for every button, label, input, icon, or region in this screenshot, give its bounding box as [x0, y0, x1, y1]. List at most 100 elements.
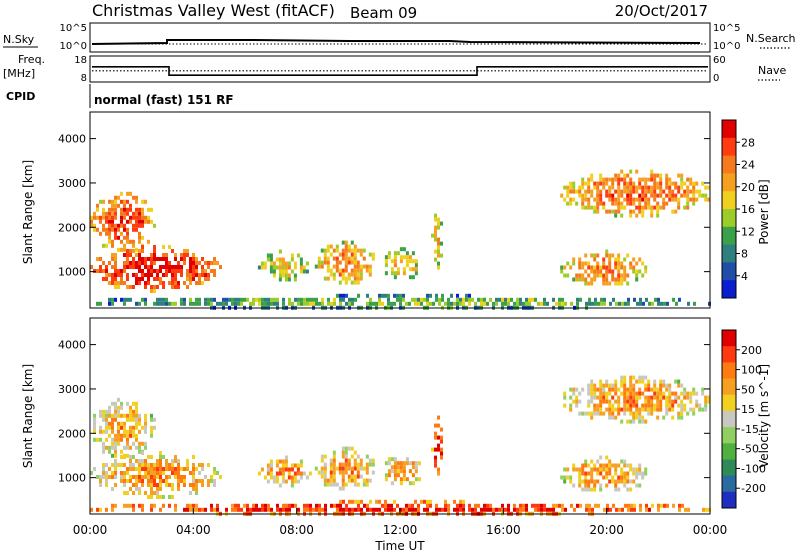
power-cell [447, 301, 450, 306]
velocity-cell [332, 474, 336, 479]
velocity-cell [411, 473, 415, 478]
velocity-cell [123, 429, 126, 434]
power-cell [689, 177, 693, 182]
velocity-cell [393, 469, 397, 474]
velocity-cell [129, 455, 132, 459]
velocity-cell [141, 507, 144, 512]
power-cell [162, 301, 165, 306]
power-cell [393, 259, 397, 264]
power-cell [132, 261, 135, 265]
velocity-cell [120, 479, 123, 483]
velocity-cell [581, 411, 585, 416]
velocity-cell [189, 471, 192, 475]
velocity-cell [341, 450, 345, 455]
power-cell [611, 277, 615, 282]
power-cell [138, 219, 141, 224]
power-cell [335, 244, 339, 249]
velocity-cell [638, 407, 642, 412]
velocity-cell [402, 465, 406, 470]
power-cell [686, 177, 690, 182]
velocity-cell [323, 466, 327, 471]
velocity-cell [695, 391, 699, 396]
power-cell [147, 257, 150, 261]
power-cell [344, 260, 348, 265]
power-cell [123, 297, 126, 302]
velocity-cell [174, 467, 177, 471]
velocity-cell [620, 475, 624, 480]
velocity-cell [144, 463, 147, 467]
power-cell [396, 251, 400, 256]
velocity-cell [246, 507, 249, 512]
velocity-cell [587, 403, 591, 408]
power-cell [659, 193, 663, 198]
power-cell [555, 301, 558, 306]
velocity-cell [129, 429, 132, 434]
velocity-cell [606, 503, 609, 508]
velocity-cell [468, 507, 471, 512]
power-cell [362, 256, 366, 261]
velocity-cell [629, 379, 633, 384]
velocity-cell [168, 467, 171, 471]
power-cell [345, 293, 348, 298]
power-colorbar-tick-label: 12 [741, 225, 755, 238]
velocity-cell [665, 395, 669, 400]
velocity-cell [405, 477, 409, 482]
velocity-cell [234, 503, 237, 508]
velocity-cell [296, 463, 300, 468]
power-cell [114, 235, 117, 240]
velocity-cell [519, 507, 522, 512]
power-cell [438, 297, 441, 302]
power-cell [260, 261, 264, 266]
velocity-cell [593, 463, 597, 468]
power-cell [593, 273, 597, 278]
power-cell [144, 265, 147, 269]
power-cell [198, 261, 201, 265]
power-cell [620, 193, 624, 198]
power-cell [287, 273, 291, 278]
velocity-cell [129, 459, 132, 463]
power-cell [225, 297, 228, 302]
power-cell [596, 265, 600, 270]
power-cell [90, 219, 93, 224]
velocity-cell [269, 459, 273, 464]
velocity-cell [659, 391, 663, 396]
power-cell [269, 253, 273, 258]
velocity-cell [102, 467, 105, 471]
velocity-cell [344, 458, 348, 463]
velocity-cell [647, 411, 651, 416]
power-cell [120, 297, 123, 302]
velocity-cell [138, 467, 141, 471]
power-cell [617, 265, 621, 270]
velocity-cell [489, 507, 492, 512]
velocity-cell [593, 403, 597, 408]
velocity-cell [344, 462, 348, 467]
power-cell [123, 199, 126, 204]
power-cell [126, 261, 129, 265]
power-cell [365, 268, 369, 273]
velocity-cell [350, 470, 354, 475]
power-cell [138, 207, 141, 212]
velocity-cell [318, 507, 321, 512]
velocity-cell [297, 507, 300, 512]
power-cell [563, 273, 567, 278]
power-cell [456, 301, 459, 306]
velocity-cell [348, 499, 351, 504]
velocity-cell [371, 462, 375, 467]
power-cell [368, 264, 372, 269]
velocity-cell [165, 467, 168, 471]
power-cell [129, 207, 132, 212]
velocity-cell [261, 507, 264, 512]
velocity-cell [677, 383, 681, 388]
power-patch [257, 249, 309, 282]
power-cell [680, 185, 684, 190]
cpid-label: CPID [6, 90, 35, 103]
velocity-cell [350, 474, 354, 479]
power-cell [111, 273, 114, 277]
velocity-cell [692, 387, 696, 392]
velocity-cell [93, 437, 96, 442]
velocity-cell [581, 479, 585, 484]
power-cell [617, 253, 621, 258]
velocity-cell [674, 399, 678, 404]
velocity-cell [341, 478, 345, 483]
power-cell [605, 209, 609, 214]
